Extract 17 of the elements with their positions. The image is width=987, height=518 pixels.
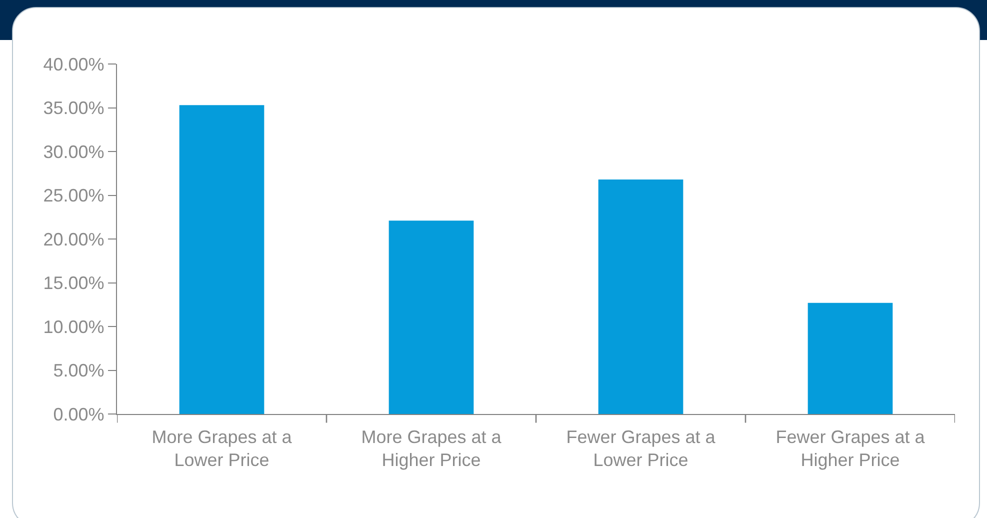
y-tick-label: 35.00% — [43, 98, 104, 118]
y-tick-label: 40.00% — [43, 54, 104, 74]
y-tick-label: 30.00% — [43, 142, 104, 162]
bar — [179, 105, 264, 414]
y-tick-label: 5.00% — [53, 360, 104, 381]
y-tick-label: 15.00% — [43, 273, 104, 294]
x-tick-label: Fewer Grapes at a Lower Price — [566, 426, 716, 470]
bar — [598, 180, 684, 414]
y-tick-label: 25.00% — [43, 186, 104, 206]
x-tick-label: More Grapes at a Higher Price — [361, 426, 502, 470]
y-tick-label: 20.00% — [43, 229, 104, 250]
y-tick-label: 10.00% — [43, 316, 104, 337]
x-tick-label: Fewer Grapes at a Higher Price — [776, 426, 926, 470]
bar — [808, 302, 893, 414]
x-tick-label: More Grapes at a Lower Price — [152, 426, 293, 470]
y-tick-label: 0.00% — [53, 404, 104, 424]
bar — [388, 220, 474, 414]
